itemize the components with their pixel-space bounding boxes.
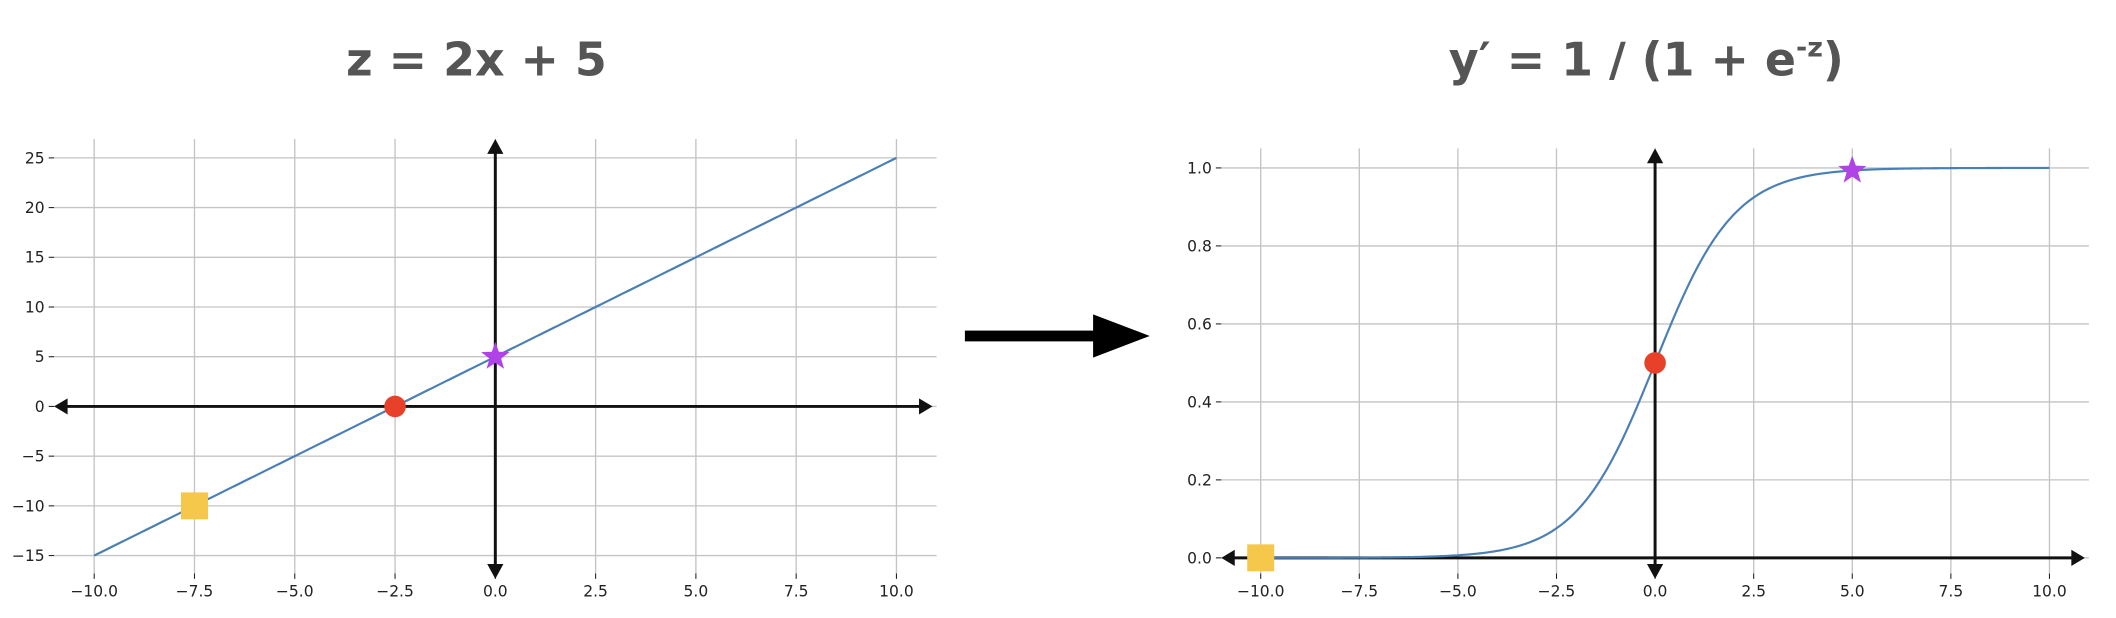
x-axis-left-arrow-icon	[1221, 549, 1235, 566]
transform-arrow-shaft	[964, 330, 1100, 342]
y-tick-label: 0.0	[1187, 549, 1212, 567]
x-tick-label: −7.5	[176, 582, 214, 600]
x-tick-label: 2.5	[583, 582, 608, 600]
y-axis-up-arrow-icon	[487, 138, 504, 154]
x-tick-label: 10.0	[2032, 582, 2067, 600]
right-chart: −10.0 −7.5 −5.0 −2.5 0.0 2.5 5.0 7.5 10.0 0.0 0.2 0…	[1187, 148, 2089, 600]
x-tick-label: −2.5	[376, 582, 414, 600]
x-tick-label: −10.0	[70, 582, 118, 600]
y-tick-label: 10	[25, 298, 45, 316]
transform-arrow-head	[1093, 314, 1150, 358]
x-tick-label: 7.5	[784, 582, 809, 600]
circle-marker	[1644, 352, 1666, 374]
x-tick-label: 10.0	[879, 582, 914, 600]
y-tick-label: 5	[35, 348, 45, 366]
y-tick-label: −10	[12, 497, 45, 515]
y-tick-label: −15	[12, 547, 45, 565]
x-tick-label: 2.5	[1741, 582, 1766, 600]
y-tick-label: 0.6	[1187, 315, 1212, 333]
x-tick-label: 7.5	[1939, 582, 1964, 600]
y-axis-up-arrow-icon	[1646, 148, 1664, 164]
star-marker	[481, 341, 510, 369]
x-tick-label: −7.5	[1340, 582, 1378, 600]
y-tick-label: 25	[25, 149, 45, 167]
y-tick-label: −5	[22, 448, 45, 466]
y-axis-down-arrow-icon	[1646, 564, 1664, 579]
transform-arrow	[964, 314, 1150, 358]
x-tick-label: 5.0	[684, 582, 709, 600]
y-tick-label: 0.8	[1187, 237, 1212, 255]
x-tick-label: 0.0	[1643, 582, 1668, 600]
y-tick-label: 0	[35, 398, 45, 416]
x-axis-left-arrow-icon	[54, 398, 68, 415]
x-tick-label: 0.0	[483, 582, 508, 600]
y-tick-label: 0.2	[1187, 471, 1212, 489]
x-tick-label: −2.5	[1538, 582, 1576, 600]
y-tick-label: 0.4	[1187, 393, 1212, 411]
y-tick-label: 1.0	[1187, 159, 1212, 177]
circle-marker	[384, 395, 406, 418]
left-chart-title: z = 2x + 5	[346, 33, 607, 87]
x-tick-label: 5.0	[1840, 582, 1865, 600]
y-tick-label: 15	[25, 249, 45, 267]
x-tick-label: −10.0	[1237, 582, 1285, 600]
left-chart: −10.0 −7.5 −5.0 −2.5 0.0 2.5 5.0 7.5 10.0 −15 −10 −…	[12, 138, 937, 600]
square-marker	[1247, 544, 1275, 572]
square-marker	[180, 492, 208, 520]
right-chart-title: y′ = 1 / (1 + e-z)	[1449, 33, 1844, 87]
x-axis-right-arrow-icon	[919, 398, 933, 415]
star-marker	[1838, 155, 1867, 183]
x-tick-label: −5.0	[1439, 582, 1477, 600]
x-axis-right-arrow-icon	[2071, 549, 2085, 566]
y-axis-down-arrow-icon	[487, 564, 504, 579]
y-tick-label: 20	[25, 199, 45, 217]
x-tick-label: −5.0	[276, 582, 314, 600]
